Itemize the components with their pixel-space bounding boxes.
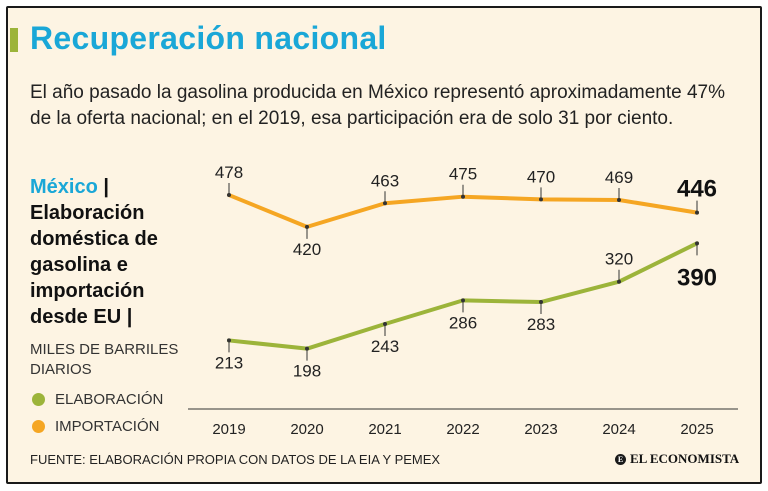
data-label: 320: [605, 250, 633, 269]
units-label: MILES DE BARRILES DIARIOS: [30, 341, 179, 378]
data-point: [227, 338, 231, 343]
data-label: 243: [371, 337, 399, 356]
data-point: [695, 210, 699, 215]
data-label: 198: [293, 362, 321, 381]
legend-label: ELABORACIÓN: [55, 391, 164, 408]
data-label: 286: [449, 313, 477, 332]
data-label: 390: [677, 264, 717, 291]
data-label: 478: [215, 163, 243, 182]
logo-mark-icon: E: [615, 453, 626, 465]
country-label: México: [30, 176, 98, 198]
infographic-card: [6, 6, 762, 484]
data-point: [383, 201, 387, 206]
separator: |: [97, 176, 109, 198]
series-line: [227, 193, 699, 229]
data-point: [695, 241, 699, 246]
source-note: FUENTE: ELABORACIÓN PROPIA CON DATOS DE …: [30, 452, 441, 467]
data-point: [383, 321, 387, 326]
data-point: [461, 298, 465, 303]
x-tick-label: 2023: [524, 421, 557, 438]
legend-dot-icon: [32, 393, 45, 406]
data-point: [617, 197, 621, 202]
x-tick-label: 2021: [368, 421, 401, 438]
data-point: [461, 194, 465, 199]
description-text: Elaboración doméstica de gasolina e impo…: [30, 202, 158, 328]
data-point: [617, 279, 621, 284]
page-title: Recuperación nacional: [30, 20, 387, 56]
subtitle: El año pasado la gasolina producida en M…: [30, 82, 725, 129]
title-accent-bar: [10, 28, 18, 52]
data-label: 469: [605, 168, 633, 187]
legend-item-elaboracion: ELABORACIÓN: [32, 386, 163, 413]
data-label: 475: [449, 165, 477, 184]
data-point: [227, 193, 231, 198]
x-tick-label: 2022: [446, 421, 479, 438]
data-point: [305, 346, 309, 351]
data-label: 446: [677, 176, 717, 203]
x-tick-label: 2020: [290, 421, 323, 438]
data-label: 213: [215, 353, 243, 372]
logo-text: EL ECONOMISTA: [630, 451, 740, 466]
data-label: 463: [371, 171, 399, 190]
data-point: [539, 197, 543, 202]
data-label: 283: [527, 315, 555, 334]
chart-description: México | Elaboración doméstica de gasoli…: [30, 174, 200, 330]
legend-item-importacion: IMPORTACIÓN: [32, 413, 163, 440]
legend: ELABORACIÓN IMPORTACIÓN: [32, 386, 163, 440]
data-point: [305, 224, 309, 229]
data-label: 470: [527, 167, 555, 186]
x-tick-label: 2025: [680, 421, 713, 438]
x-tick-label: 2019: [212, 421, 245, 438]
x-tick-label: 2024: [602, 421, 635, 438]
data-label: 420: [293, 240, 321, 259]
data-point: [539, 300, 543, 305]
publisher-logo: E EL ECONOMISTA: [615, 451, 739, 467]
legend-label: IMPORTACIÓN: [55, 418, 160, 435]
legend-dot-icon: [32, 420, 45, 433]
